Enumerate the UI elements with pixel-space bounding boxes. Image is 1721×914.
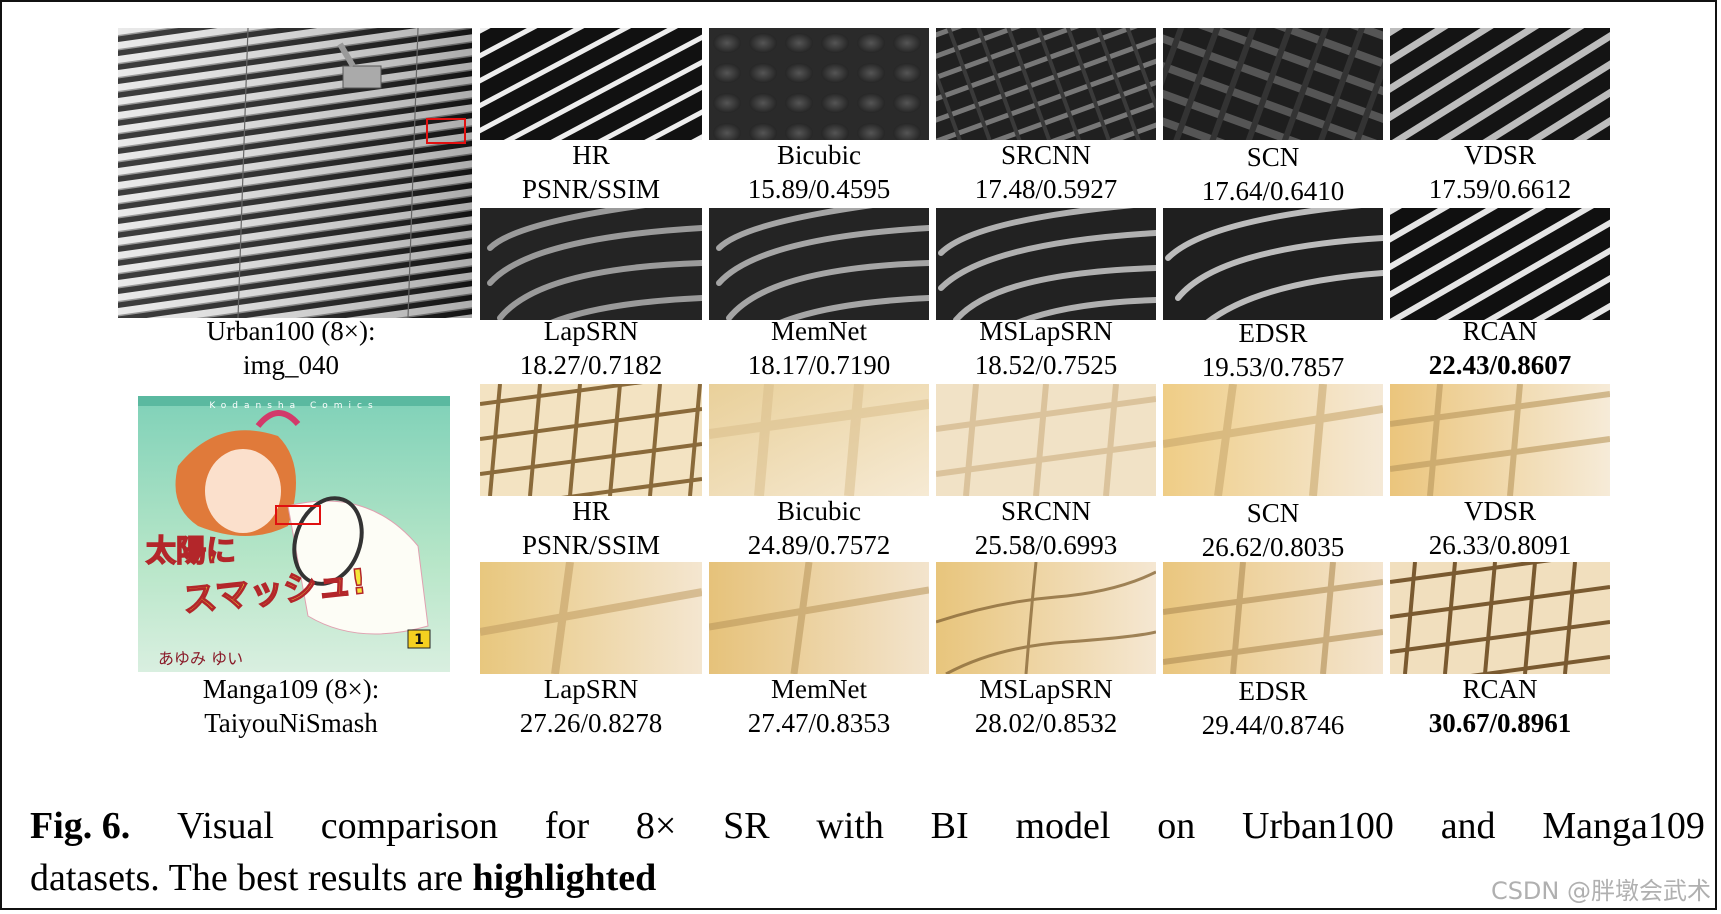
manga109-crop-srcnn — [936, 384, 1156, 496]
caption-word: SR — [723, 805, 770, 847]
crop-label-best: RCAN 30.67/0.8961 — [1428, 674, 1572, 738]
manga109-crop-vdsr — [1390, 384, 1610, 496]
urban100-crop-lapsrn — [480, 208, 702, 320]
cover-title-line1: 太陽に — [146, 534, 236, 569]
crop-label: SRCNN 17.48/0.5927 — [974, 140, 1118, 204]
cover-author: あゆみ ゆい — [158, 649, 243, 668]
caption-word: Manga109 — [1542, 805, 1705, 847]
urban100-source-image — [118, 28, 472, 318]
crop-label: VDSR 17.59/0.6612 — [1428, 140, 1572, 204]
urban100-crop-mslapsrn — [936, 208, 1156, 320]
urban100-crop-scn — [1163, 28, 1383, 140]
manga109-crop-rcan — [1390, 562, 1610, 674]
crop-label: MemNet 18.17/0.7190 — [747, 316, 891, 380]
urban100-crop-rcan — [1390, 208, 1610, 320]
manga109-source-caption: Manga109 (8×): TaiyouNiSmash — [202, 674, 380, 738]
figure-caption: Fig. 6. Visual comparison for 8× SR with… — [30, 800, 1705, 904]
caption-highlight: highlighted — [472, 857, 657, 899]
manga109-crop-hr — [480, 384, 702, 496]
crop-label: Bicubic 15.89/0.4595 — [747, 140, 891, 204]
crop-label: HR PSNR/SSIM — [521, 140, 661, 204]
urban100-source-caption: Urban100 (8×): img_040 — [206, 316, 376, 380]
caption-word: and — [1440, 805, 1496, 847]
crop-label: Bicubic 24.89/0.7572 — [747, 496, 891, 560]
crop-label: MemNet 27.47/0.8353 — [747, 674, 891, 738]
urban100-crop-vdsr — [1390, 28, 1610, 140]
crop-label: SRCNN 25.58/0.6993 — [974, 496, 1118, 560]
urban100-zoom-region — [426, 118, 466, 144]
caption-line-2: datasets. The best results are highlight… — [30, 857, 657, 899]
crop-label: SCN 26.62/0.8035 — [1201, 498, 1345, 562]
crop-label-best: RCAN 22.43/0.8607 — [1428, 316, 1572, 380]
crop-label: LapSRN 27.26/0.8278 — [519, 674, 663, 738]
caption-word: with — [816, 805, 884, 847]
crop-label: SCN 17.64/0.6410 — [1201, 142, 1345, 206]
cover-series: Kodansha Comics — [209, 401, 378, 411]
manga109-crop-memnet — [709, 562, 929, 674]
watermark: CSDN @胖墩会武术 — [1490, 877, 1711, 905]
crop-label: MSLapSRN 28.02/0.8532 — [974, 674, 1118, 738]
caption-word: for — [544, 805, 590, 847]
urban100-crop-memnet — [709, 208, 929, 320]
crop-label: EDSR 19.53/0.7857 — [1201, 318, 1345, 382]
crop-label: VDSR 26.33/0.8091 — [1428, 496, 1572, 560]
manga109-crop-bicubic — [709, 384, 929, 496]
caption-line-1: Fig. 6. Visual comparison for 8× SR with… — [30, 800, 1705, 852]
manga109-crop-mslapsrn — [936, 562, 1156, 674]
crop-label: LapSRN 18.27/0.7182 — [519, 316, 663, 380]
caption-label: Fig. 6. — [30, 805, 131, 847]
caption-word: Urban100 — [1241, 805, 1394, 847]
caption-word: on — [1157, 805, 1196, 847]
manga109-crop-scn — [1163, 384, 1383, 496]
crop-label: HR PSNR/SSIM — [521, 496, 661, 560]
urban100-crop-hr — [480, 28, 702, 140]
caption-word: comparison — [320, 805, 499, 847]
cover-volume: 1 — [414, 632, 424, 648]
manga109-source-cover: Kodansha Comics 太陽に スマッシュ! 1 あゆみ ゆい — [138, 396, 450, 672]
crop-label: MSLapSRN 18.52/0.7525 — [974, 316, 1118, 380]
manga109-crop-edsr — [1163, 562, 1383, 674]
manga109-crop-lapsrn — [480, 562, 702, 674]
urban100-crop-edsr — [1163, 208, 1383, 320]
urban100-crop-srcnn — [936, 28, 1156, 140]
caption-word: model — [1015, 805, 1111, 847]
caption-word: Visual — [177, 805, 274, 847]
crop-label: EDSR 29.44/0.8746 — [1201, 676, 1345, 740]
caption-word: BI — [930, 805, 969, 847]
caption-word: 8× — [635, 805, 677, 847]
urban100-crop-bicubic — [709, 28, 929, 140]
